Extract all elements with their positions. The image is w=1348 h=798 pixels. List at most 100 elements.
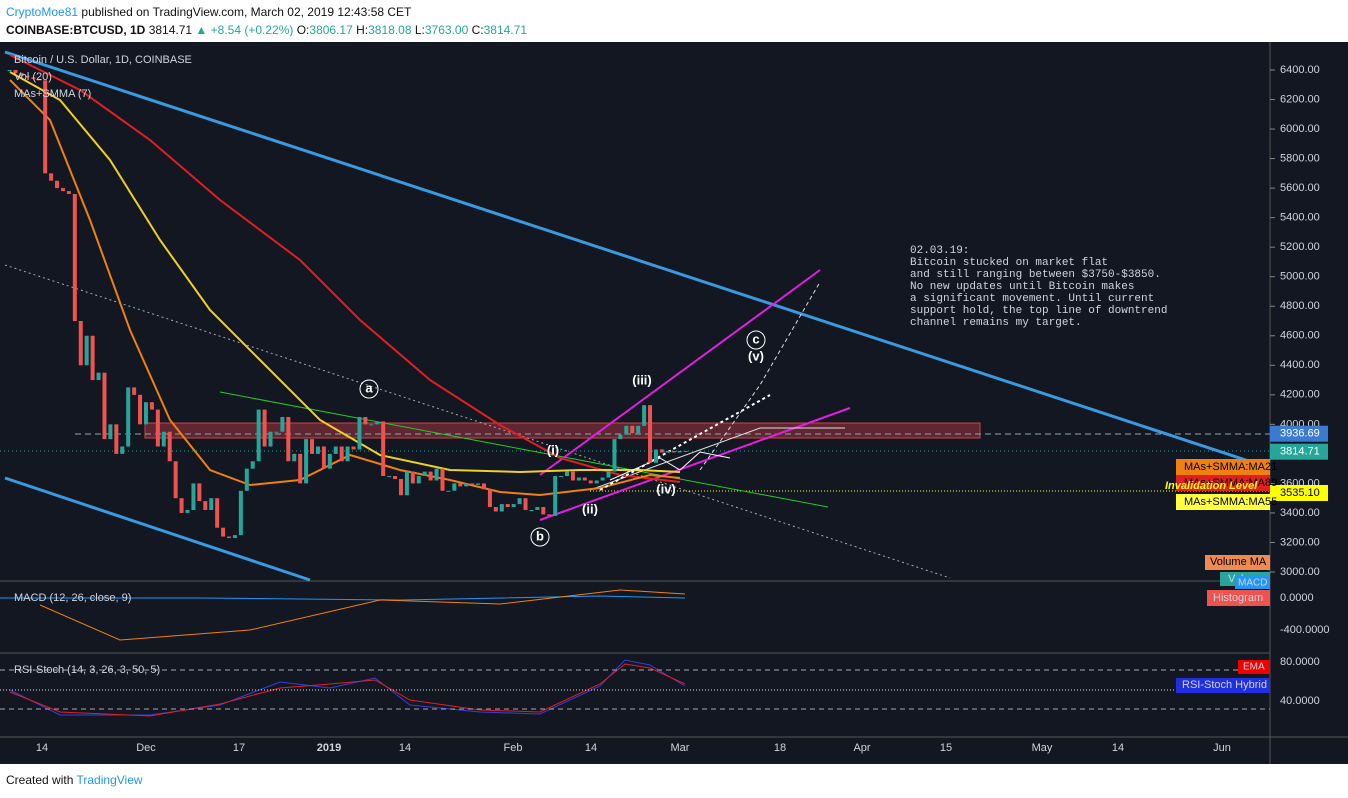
candle — [244, 468, 249, 491]
candle — [25, 75, 30, 78]
candle — [120, 446, 125, 454]
candle — [55, 180, 60, 189]
candle — [659, 449, 664, 453]
rsi-ema — [9, 663, 686, 717]
brand[interactable]: TradingView — [76, 773, 143, 787]
ma-tag — [1176, 459, 1270, 475]
candle — [90, 335, 95, 381]
note: 02.03.19: — [910, 245, 969, 257]
wave-label: (iii) — [632, 372, 652, 387]
candle — [310, 439, 315, 454]
wave-label: (ii) — [582, 501, 598, 516]
candle — [138, 394, 143, 425]
wave-label: b — [536, 528, 544, 543]
candle — [126, 387, 131, 447]
ma-tag-label: MAs+SMMA:MA55 — [1184, 496, 1277, 508]
candle — [351, 446, 356, 450]
candle — [197, 483, 202, 502]
y-tick-label: 5600.00 — [1280, 182, 1320, 194]
channel — [539, 269, 821, 476]
footer: Created with TradingView — [6, 773, 143, 787]
x-tick-label: 15 — [940, 742, 952, 754]
candle — [505, 504, 510, 508]
candle — [393, 476, 398, 479]
candle — [268, 431, 273, 447]
c-label: C: — [471, 23, 484, 37]
candle — [274, 431, 279, 433]
candle — [559, 476, 564, 478]
candle — [440, 468, 445, 491]
y-tick-label: 5800.00 — [1280, 152, 1320, 164]
note: support hold, the top line of downtrend — [910, 305, 1167, 317]
price-tag-label: 3535.10 — [1280, 487, 1320, 499]
macd-tag — [1235, 576, 1270, 589]
candle — [167, 431, 172, 462]
candle — [434, 468, 439, 481]
wave-label: (iv) — [656, 481, 676, 496]
x-tick-label: Dec — [136, 742, 156, 754]
published: published on TradingView.com, March 02, … — [81, 5, 412, 19]
candle — [161, 431, 166, 447]
macd-tick: -400.0000 — [1280, 624, 1330, 636]
candle — [49, 173, 54, 181]
candle — [78, 321, 83, 366]
candle — [250, 461, 255, 469]
candle — [404, 471, 409, 496]
resistance-zone — [144, 422, 981, 439]
wave-label: a — [365, 380, 373, 395]
vol-tag — [1205, 555, 1270, 570]
candle — [179, 498, 184, 513]
y-tick-label: 5400.00 — [1280, 212, 1320, 224]
x-tick-label: 14 — [36, 742, 48, 754]
candle — [132, 387, 137, 395]
candle — [428, 471, 433, 481]
symbol-bar: COINBASE:BTCUSD, 1D 3814.71 ▲ +8.54 (+0.… — [6, 23, 527, 37]
ma-tag-label: MAs+SMMA:MA89 — [1184, 477, 1277, 489]
trendline — [4, 264, 951, 579]
candle — [523, 498, 528, 510]
candle — [7, 70, 12, 71]
x-tick-label: Mar — [671, 742, 690, 754]
candle — [209, 498, 214, 510]
candle — [398, 478, 403, 496]
candle — [238, 490, 243, 536]
candle — [304, 439, 309, 484]
y-tick-label: 5200.00 — [1280, 241, 1320, 253]
ma-tag — [1176, 494, 1270, 510]
candle — [280, 416, 285, 432]
l: 3763.00 — [424, 23, 469, 37]
projection — [699, 281, 821, 471]
candle — [476, 483, 481, 485]
candle — [606, 471, 611, 478]
candle — [464, 483, 469, 487]
l-label: L: — [414, 23, 425, 37]
y-tick-label: 5000.00 — [1280, 271, 1320, 283]
note: channel remains my target. — [910, 317, 1082, 329]
x-tick-label: 14 — [1112, 742, 1124, 754]
candle — [553, 476, 558, 516]
x-tick-label: 14 — [585, 742, 597, 754]
x-tick-label: 17 — [233, 742, 245, 754]
macd-label: MACD (12, 26, close, 9) — [14, 592, 131, 604]
y-tick-label: 4400.00 — [1280, 359, 1320, 371]
x-tick-label: Jun — [1213, 742, 1231, 754]
indicator-label: MAs+SMMA (7) — [14, 88, 91, 100]
candle — [671, 450, 676, 453]
publisher[interactable]: CryptoMoe81 — [6, 5, 79, 19]
candle — [327, 453, 332, 469]
candle — [600, 477, 605, 481]
candle — [576, 477, 581, 481]
trendline — [4, 476, 311, 582]
candle — [31, 77, 36, 79]
candle — [517, 498, 522, 505]
channel — [539, 407, 851, 521]
x-tick-label: 2019 — [317, 742, 341, 754]
candle — [149, 402, 154, 410]
candle — [37, 78, 42, 81]
x-tick-label: 14 — [399, 742, 411, 754]
candle — [375, 421, 380, 425]
candle — [487, 489, 492, 508]
price-tag — [1270, 425, 1328, 442]
candle — [683, 450, 688, 452]
